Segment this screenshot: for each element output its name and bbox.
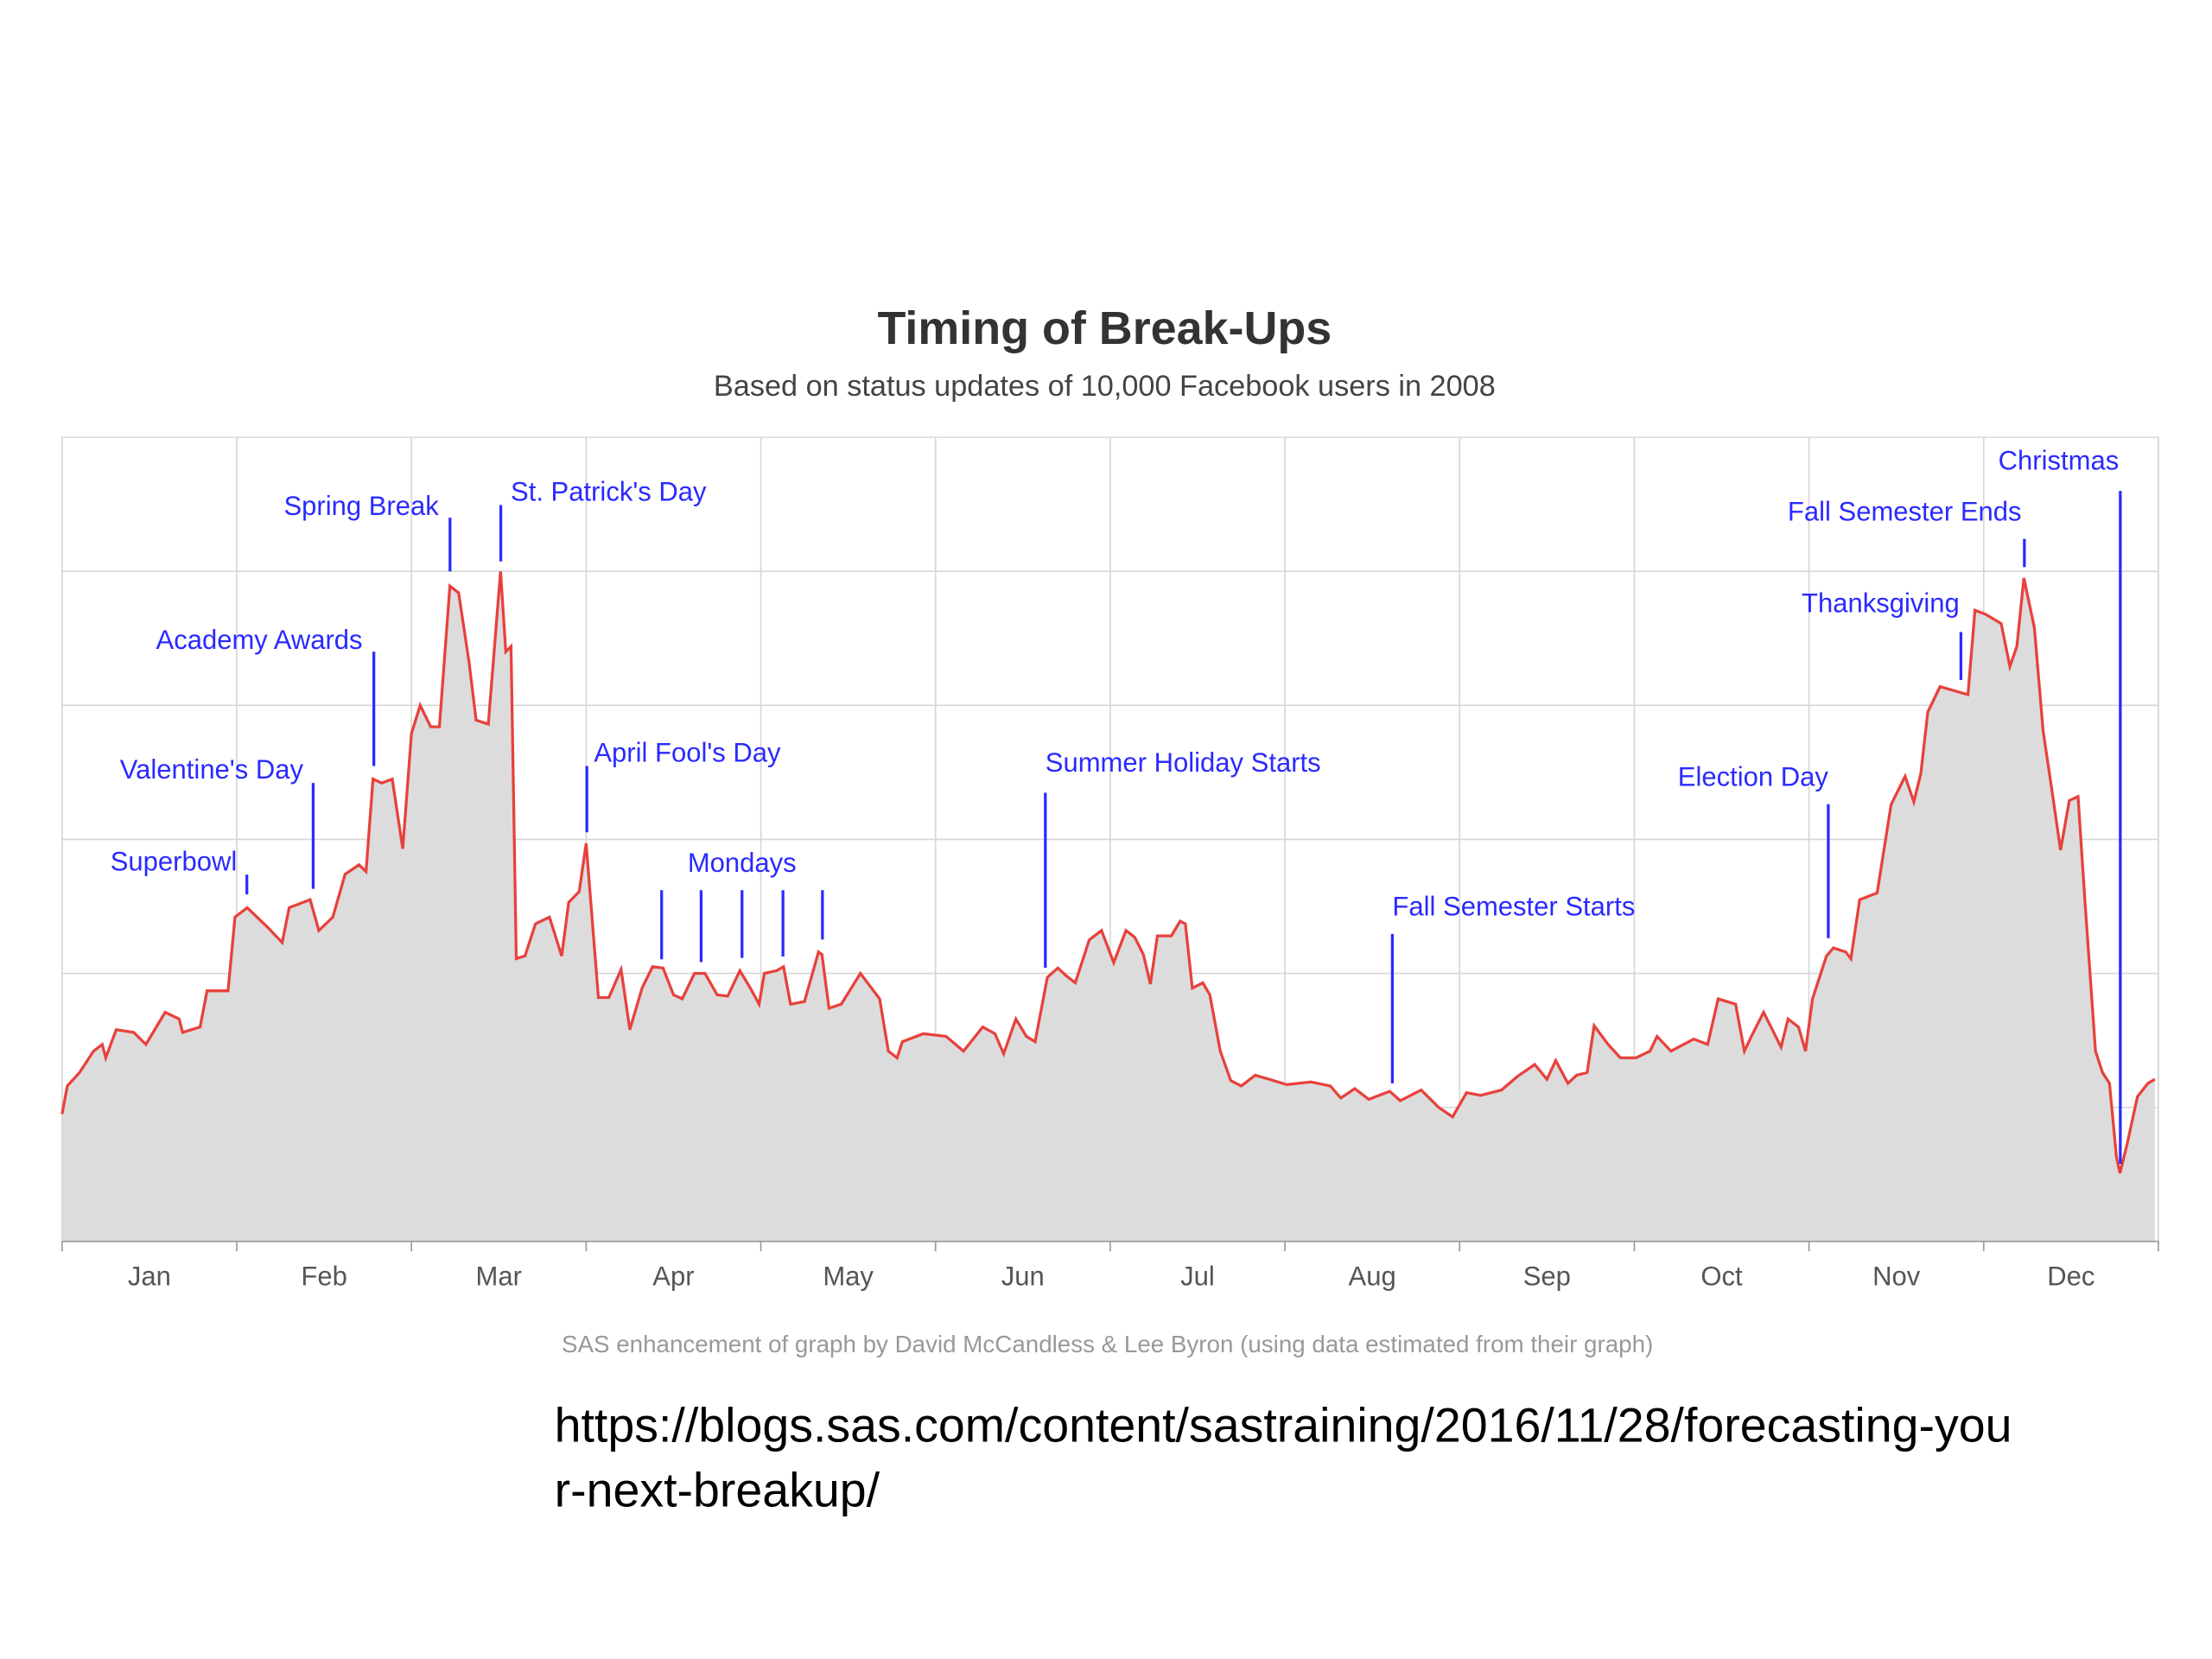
x-tick-label: Apr bbox=[652, 1261, 694, 1291]
annotation-label: April Fool's Day bbox=[594, 738, 781, 768]
annotation-label: Academy Awards bbox=[156, 625, 363, 655]
chart-subtitle: Based on status updates of 10,000 Facebo… bbox=[714, 370, 1496, 403]
x-tick-label: Dec bbox=[2047, 1261, 2094, 1291]
annotation-label: Valentine's Day bbox=[120, 754, 304, 785]
annotation-label: Fall Semester Ends bbox=[1788, 496, 2022, 526]
annotation-label: Spring Break bbox=[283, 491, 439, 521]
annotation-label: Election Day bbox=[1678, 761, 1829, 791]
x-tick-label: Jan bbox=[128, 1261, 171, 1291]
x-tick-label: Mar bbox=[476, 1261, 522, 1291]
x-tick-label: May bbox=[823, 1261, 874, 1291]
source-url: https://blogs.sas.com/content/sastrainin… bbox=[554, 1399, 2012, 1518]
annotation-label: Superbowl bbox=[111, 846, 238, 876]
annotation-label: Fall Semester Starts bbox=[1392, 892, 1635, 922]
footnote: SAS enhancement of graph by David McCand… bbox=[562, 1331, 1653, 1357]
x-tick-label: Aug bbox=[1349, 1261, 1396, 1291]
annotation-label: St. Patrick's Day bbox=[511, 477, 707, 507]
x-tick-label: Nov bbox=[1872, 1261, 1921, 1291]
annotation-label: Christmas bbox=[1999, 446, 2120, 476]
url-box: https://blogs.sas.com/content/sastrainin… bbox=[554, 1399, 2012, 1518]
x-tick-label: Feb bbox=[301, 1261, 346, 1291]
x-tick-label: Jul bbox=[1180, 1261, 1215, 1291]
x-tick-label: Sep bbox=[1523, 1261, 1571, 1291]
annotation-label: Mondays bbox=[688, 848, 797, 878]
x-tick-label: Oct bbox=[1700, 1261, 1743, 1291]
annotation-label: Thanksgiving bbox=[1802, 588, 1960, 619]
annotation-label: Summer Holiday Starts bbox=[1046, 747, 1321, 778]
x-tick-label: Jun bbox=[1001, 1261, 1045, 1291]
chart-title: Timing of Break-Ups bbox=[878, 302, 1332, 354]
area bbox=[61, 571, 2155, 1242]
line bbox=[60, 571, 2156, 1174]
